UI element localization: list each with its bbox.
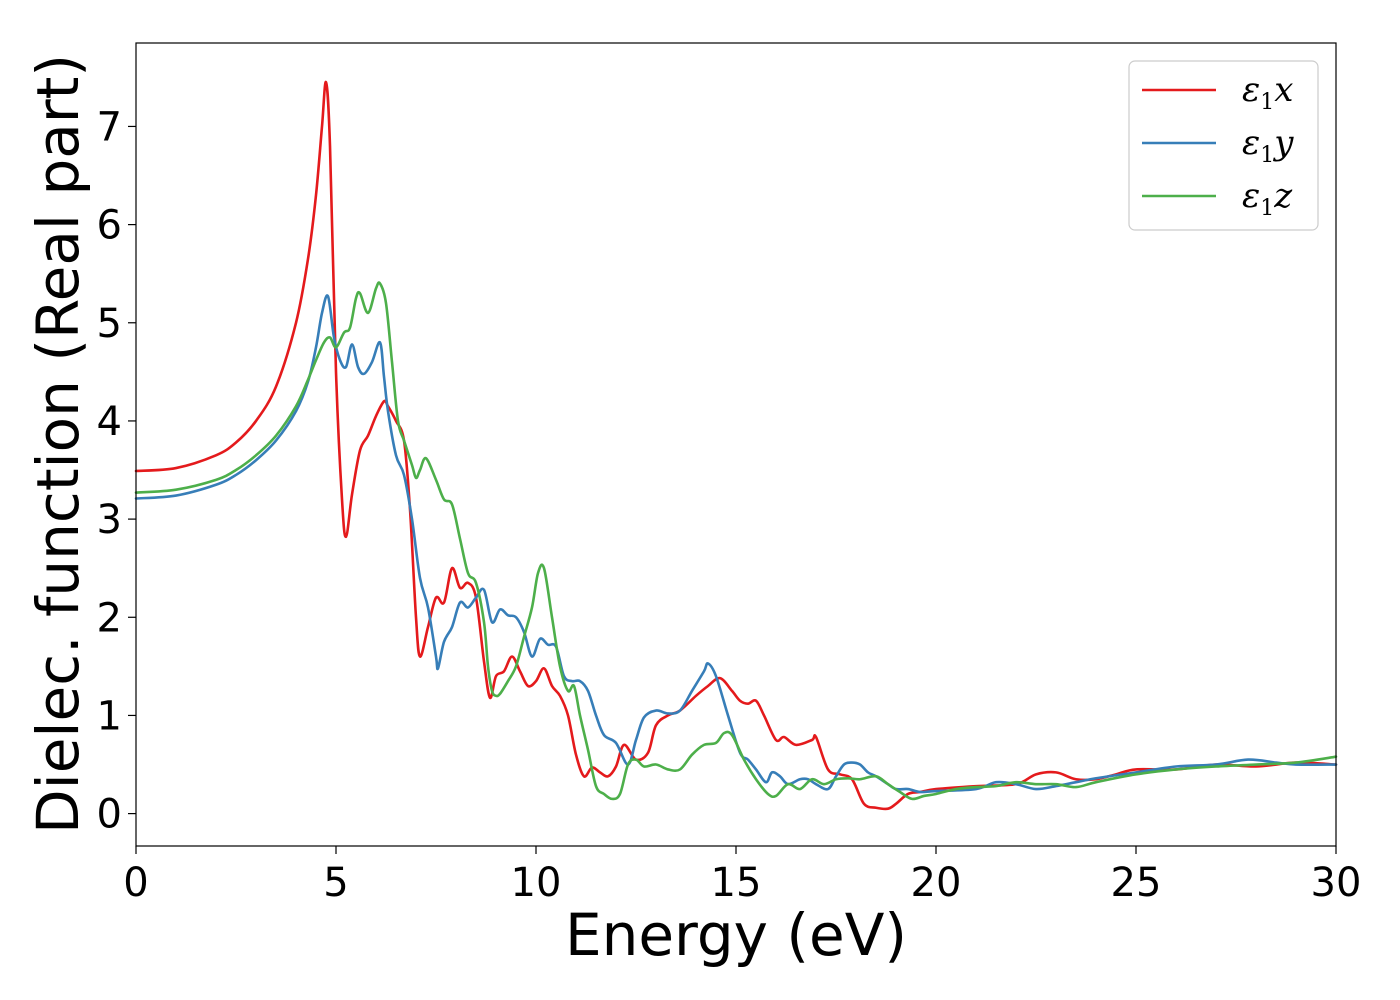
series-layer [134, 80, 1338, 811]
x-tick-label: 10 [511, 860, 562, 906]
x-tick-label: 0 [123, 860, 148, 906]
y-tick-label: 6 [97, 203, 122, 249]
y-tick-label: 4 [97, 399, 122, 445]
x-tick-label: 5 [323, 860, 348, 906]
x-tick-label: 25 [1111, 860, 1162, 906]
legend: ε1x ε1y ε1z [1128, 60, 1319, 231]
y-tick-label: 1 [97, 693, 122, 739]
y-tick-label: 5 [97, 301, 122, 347]
x-tick-label: 20 [911, 860, 962, 906]
legend-label-z: ε1z [1242, 176, 1293, 221]
x-tick-label: 30 [1311, 860, 1362, 906]
series-line-z [134, 281, 1338, 801]
x-axis: 0 5 10 15 20 25 30 [123, 846, 1361, 906]
legend-label-y: ε1y [1242, 123, 1294, 168]
y-axis-label: Dielec. function (Real part) [24, 54, 92, 834]
series-line-x [134, 80, 1338, 811]
x-tick-label: 15 [711, 860, 762, 906]
x-axis-label: Energy (eV) [565, 901, 907, 969]
legend-label-x: ε1x [1242, 70, 1293, 115]
y-tick-label: 3 [97, 497, 122, 543]
y-axis: 0 1 2 3 4 5 6 7 [97, 104, 136, 838]
y-tick-label: 7 [97, 104, 122, 150]
legend-box [1128, 60, 1319, 231]
y-tick-label: 2 [97, 595, 122, 641]
y-tick-label: 0 [97, 792, 122, 838]
series-line-y [134, 294, 1338, 794]
